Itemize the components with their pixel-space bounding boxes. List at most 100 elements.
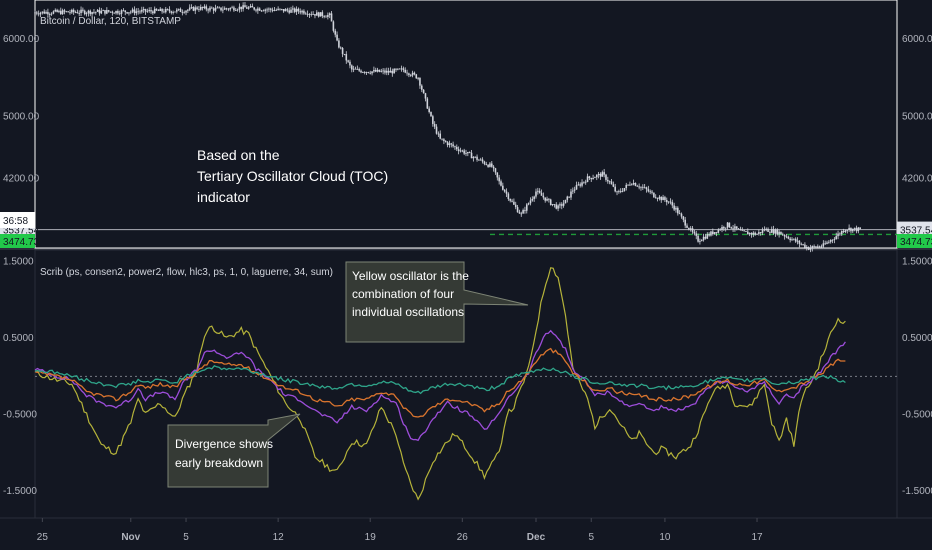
price-axis-right: 6000.00 5000.00 4200.00 [902,34,932,185]
candle-body [800,243,803,245]
candle-body [306,13,309,15]
low-price-tag-right: 3474.73 [897,234,932,248]
candle-body [413,72,416,75]
candle-body [537,190,539,192]
candle-body [117,10,119,14]
candle-body [575,185,578,190]
candle-body [816,246,819,248]
candle-body [257,8,259,11]
candle-body [774,229,777,234]
candle-body [461,150,464,152]
candle-body [266,9,268,11]
candle-body [435,126,438,134]
candle-body [244,5,246,8]
candle-body [376,69,379,72]
candle-body [304,13,307,15]
candle-body [367,72,370,73]
candle-body [404,69,407,73]
candle-body [299,11,302,13]
candle-body [196,7,198,10]
candle-body [584,181,587,183]
candle-body [356,68,359,70]
candle-body [831,239,834,241]
candle-body [559,204,561,206]
candle-body [785,236,788,238]
candle-body [312,14,314,15]
candle-body [564,199,567,204]
candle-body [229,8,232,10]
candle-body [586,176,589,182]
candle-body [487,164,489,167]
candle-body [763,229,766,231]
candle-body [691,228,694,232]
candle-body [632,182,635,185]
candle-body [323,15,325,17]
candle-body [321,12,324,16]
candle-body [752,232,755,235]
candle-body [627,184,629,186]
candle-body [787,236,790,239]
candle-body [135,11,138,14]
candle-body [618,191,620,192]
candle-body [203,6,206,9]
time-tick-label: Dec [527,532,546,543]
candle-body [209,7,211,11]
candle-body [91,12,93,15]
candle-body [118,13,121,15]
yellow-callout-text: Yellow oscillator is the combination of … [352,269,472,319]
candle-body [50,13,53,15]
candle-body [347,60,349,62]
candle-body [465,153,467,155]
price-tick-label-right: 4200.00 [902,173,932,184]
candle-body [98,9,101,14]
candle-body [651,191,653,193]
candle-body [142,8,145,10]
price-header: Bitcoin / Dollar, 120, BITSTAMP [40,16,181,27]
candle-body [43,11,46,14]
candle-body [93,11,95,13]
candle-body [253,7,255,10]
candle-body [680,213,683,217]
candle-body [796,240,799,242]
candle-body [236,9,239,11]
candle-body [251,6,254,8]
candle-body [813,246,815,247]
toc-note-line-1: Based on the [197,147,280,163]
candle-body [630,184,633,186]
candle-body [36,12,38,14]
candle-body [419,77,421,86]
candle-body [194,7,197,11]
candle-body [214,7,217,11]
toc-note: Based on the Tertiary Oscillator Cloud (… [197,147,392,205]
candle-body [516,207,519,213]
candle-body [754,232,756,235]
candle-body [804,244,806,248]
candle-body [507,193,510,199]
candle-body [89,10,92,15]
candle-body [439,133,442,139]
candle-body [78,13,81,14]
candle-body [706,234,709,239]
low-price-label-right: 3474.73 [900,237,932,248]
candle-body [54,9,57,12]
candle-body [443,139,445,142]
candle-body [572,190,574,192]
candle-body [402,68,405,70]
candle-body [514,204,517,208]
candle-body [373,69,375,72]
candle-body [735,226,738,229]
candle-body [483,161,486,164]
candle-body [682,216,685,220]
candle-body [531,198,534,201]
time-tick-label: 17 [751,532,763,543]
candle-body [150,10,152,12]
toc-note-line-3: indicator [197,189,250,205]
candle-body [205,6,208,10]
candle-body [708,234,710,236]
candle-body [732,228,734,230]
candle-body [758,232,760,235]
candle-body [174,11,176,13]
candle-body [111,11,114,13]
candle-body [362,72,364,73]
candle-body [677,207,679,214]
